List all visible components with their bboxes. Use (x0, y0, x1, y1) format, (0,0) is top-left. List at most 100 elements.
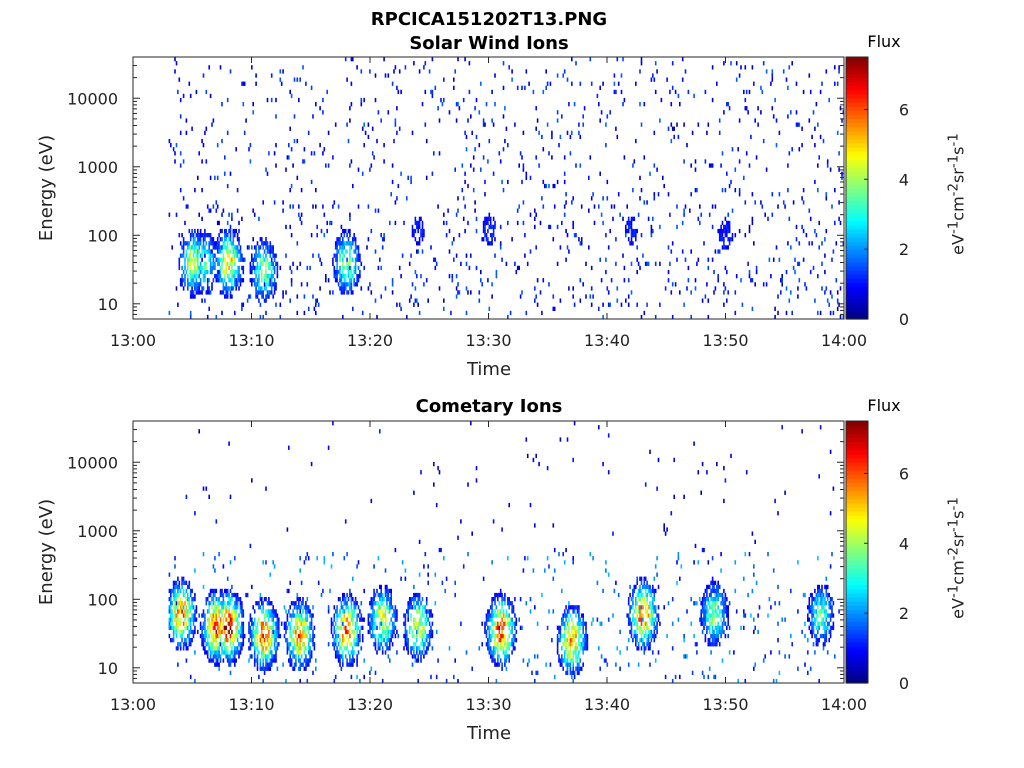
heatmap-cell (423, 564, 425, 569)
heatmap-cell (174, 617, 176, 622)
heatmap-cell (643, 155, 646, 160)
heatmap-cell (268, 666, 270, 671)
heatmap-cell (340, 654, 343, 659)
heatmap-cell (339, 662, 341, 667)
heatmap-cell (339, 646, 341, 651)
heatmap-cell (377, 605, 380, 610)
heatmap-cell (356, 282, 358, 287)
heatmap-cell (275, 282, 277, 287)
heatmap-cell (630, 261, 633, 266)
heatmap-cell (239, 274, 242, 279)
heatmap-cell (285, 609, 287, 614)
heatmap-cell (572, 670, 574, 675)
heatmap-cell (261, 601, 263, 606)
heatmap-cell (373, 642, 375, 647)
heatmap-cell (356, 642, 358, 647)
heatmap-cell (670, 122, 673, 127)
heatmap-cell (578, 613, 580, 618)
heatmap-cell (438, 286, 441, 291)
heatmap-cell (211, 613, 213, 618)
heatmap-cell (592, 617, 594, 622)
heatmap-cell (654, 605, 657, 610)
heatmap-cell (211, 642, 213, 647)
heatmap-cell (563, 654, 566, 659)
heatmap-cell (639, 625, 641, 630)
heatmap-cell (643, 580, 646, 585)
heatmap-cell (627, 216, 630, 221)
heatmap-cell (231, 294, 233, 299)
heatmap-cell (261, 666, 263, 671)
heatmap-cell (391, 179, 394, 185)
heatmap-cell (342, 274, 344, 279)
heatmap-cell (327, 130, 330, 135)
heatmap-cell (515, 617, 518, 622)
heatmap-cell (411, 633, 414, 639)
heatmap-cell (339, 625, 341, 630)
heatmap-cell (202, 241, 205, 246)
heatmap-cell (288, 658, 290, 663)
heatmap-cell (615, 89, 617, 95)
heatmap-cell (494, 658, 496, 663)
heatmap-cell (643, 576, 646, 581)
heatmap-cell (332, 621, 334, 626)
heatmap-cell (346, 646, 348, 651)
heatmap-cell (269, 662, 272, 667)
heatmap-cell (374, 633, 377, 639)
heatmap-cell (667, 601, 670, 606)
heatmap-cell (191, 629, 193, 635)
heatmap-cell (175, 625, 178, 630)
heatmap-cell (289, 126, 291, 131)
heatmap-cell (629, 220, 631, 226)
heatmap-cell (398, 69, 401, 74)
heatmap-cell (225, 245, 227, 250)
heatmap-cell (228, 212, 230, 217)
heatmap-cell (204, 638, 206, 643)
heatmap-cell (354, 638, 357, 643)
heatmap-cell (334, 638, 337, 643)
heatmap-cell (380, 642, 382, 647)
heatmap-cell (671, 282, 674, 287)
heatmap-cell (711, 617, 714, 622)
heatmap-cell (181, 576, 183, 581)
heatmap-cell (558, 552, 560, 557)
heatmap-cell (515, 629, 518, 635)
heatmap-cell (299, 261, 301, 266)
heatmap-cell (322, 97, 324, 103)
heatmap-cell (299, 662, 301, 667)
heatmap-cell (684, 257, 687, 262)
heatmap-cell (241, 621, 243, 626)
heatmap-cell (168, 605, 171, 610)
heatmap-cell (502, 147, 505, 152)
heatmap-cell (465, 650, 468, 655)
heatmap-cell (303, 629, 306, 635)
heatmap-cell (778, 601, 781, 606)
heatmap-cell (418, 216, 421, 221)
heatmap-cell (790, 245, 792, 250)
heatmap-cell (491, 89, 493, 95)
heatmap-cell (572, 654, 574, 659)
heatmap-cell (171, 621, 173, 626)
heatmap-cell (644, 592, 647, 598)
heatmap-cell (212, 588, 215, 594)
heatmap-cell (238, 286, 240, 291)
heatmap-cell (354, 625, 357, 630)
heatmap-cell (198, 241, 200, 246)
heatmap-cell (453, 674, 455, 680)
heatmap-cell (435, 629, 438, 635)
colorbar-segment (846, 224, 868, 230)
heatmap-cell (572, 556, 574, 561)
heatmap-cell (218, 646, 220, 651)
heatmap-cell (602, 461, 604, 467)
heatmap-cell (343, 241, 346, 246)
heatmap-cell (505, 650, 508, 655)
heatmap-cell (809, 621, 812, 626)
heatmap-cell (690, 314, 692, 320)
heatmap-cell (416, 241, 418, 246)
heatmap-cell (492, 519, 495, 524)
heatmap-cell (492, 625, 495, 630)
heatmap-cell (275, 650, 277, 655)
heatmap-cell (640, 605, 643, 610)
x-tick-label: 13:40 (584, 331, 630, 350)
heatmap-cell (192, 274, 195, 279)
heatmap-cell (329, 290, 331, 295)
